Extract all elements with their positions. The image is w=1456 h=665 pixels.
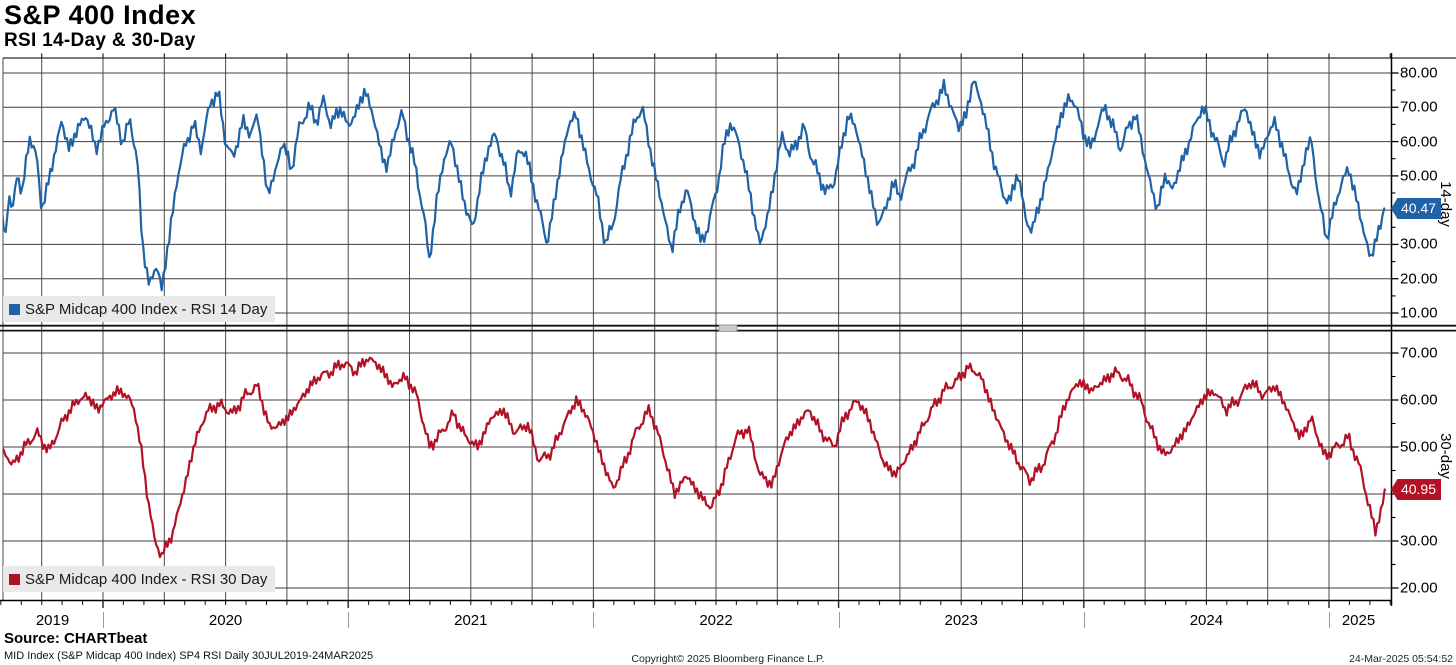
y-tick-label: 50.00 [1400, 438, 1438, 456]
y-tick-label: 70.00 [1400, 98, 1438, 116]
x-year-label: 2024 [1189, 612, 1224, 629]
gridlines [2, 58, 1392, 600]
year-separator [1083, 612, 1085, 628]
year-separator [1329, 612, 1330, 628]
y-tick-label: 20.00 [1400, 579, 1438, 597]
x-year-label: 2022 [699, 612, 733, 629]
last-value-badge-rsi14: 40.47 [1391, 198, 1441, 219]
x-year-label: 2023 [944, 612, 978, 629]
copyright-label: Copyright© 2025 Bloomberg Finance L.P. [631, 653, 825, 665]
axes [0, 53, 1456, 608]
legend-rsi30-label: S&P Midcap 400 Index - RSI 30 Day [25, 570, 268, 588]
y-tick-label: 30.00 [1400, 532, 1438, 550]
page-title: S&P 400 Index [4, 0, 197, 30]
chart-descriptor: MID Index (S&P Midcap 400 Index) SP4 RSI… [4, 650, 374, 662]
y-tick-label: 20.00 [1400, 270, 1438, 288]
y-tick-label: 30.00 [1400, 235, 1438, 253]
page-subtitle: RSI 14-Day & 30-Day [4, 30, 196, 51]
y-tick-label: 80.00 [1400, 64, 1438, 82]
y-tick-label: 10.00 [1400, 304, 1438, 322]
y-tick-label: 50.00 [1400, 167, 1438, 185]
rsi14-square-icon [9, 303, 20, 315]
series-line-rsi30 [3, 356, 1386, 559]
x-year-label: 2021 [454, 612, 488, 629]
panel-splitter-handle[interactable] [718, 324, 738, 332]
x-year-label: 2025 [1341, 612, 1376, 629]
rsi30-square-icon [9, 573, 20, 585]
y-tick-label: 60.00 [1400, 391, 1438, 409]
y-tick-label: 70.00 [1400, 344, 1438, 362]
series-line-rsi14 [3, 78, 1386, 292]
year-separator [348, 612, 350, 628]
y-tick-label: 60.00 [1400, 133, 1438, 151]
last-value-badge-rsi30: 40.95 [1391, 479, 1441, 500]
timestamp-label: 24-Mar-2025 05:54:52 [1349, 653, 1453, 665]
legend-rsi14-label: S&P Midcap 400 Index - RSI 14 Day [25, 300, 268, 318]
legend-rsi30[interactable]: S&P Midcap 400 Index - RSI 30 Day [3, 566, 276, 592]
legend-rsi14[interactable]: S&P Midcap 400 Index - RSI 14 Day [3, 296, 276, 322]
year-separator [103, 612, 104, 628]
x-year-label: 2019 [35, 612, 70, 629]
source-label: Source: CHARTbeat [4, 630, 148, 647]
x-year-label: 2020 [208, 612, 243, 629]
year-separator [838, 612, 840, 628]
year-separator [593, 612, 595, 628]
